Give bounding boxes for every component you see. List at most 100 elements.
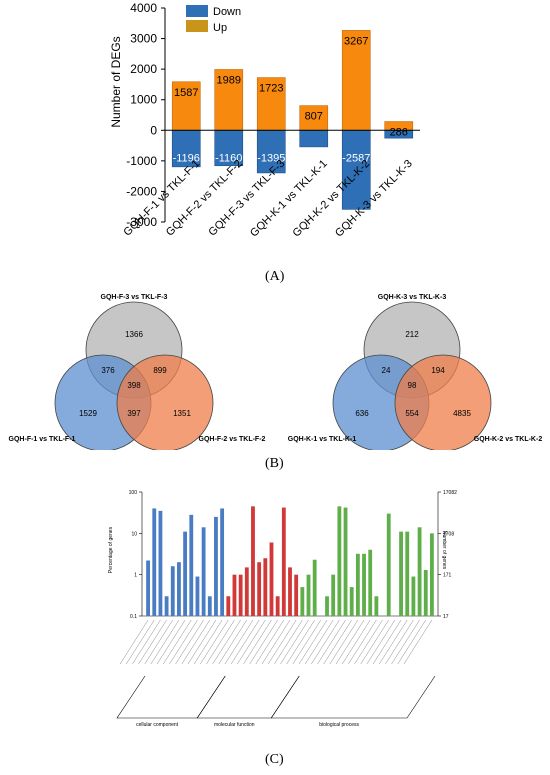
go-bar [430, 533, 434, 616]
c-y2-tick-label: 17082 [443, 490, 457, 496]
go-term-label-stub [267, 619, 297, 665]
venn-left-set-left: GQH-F-1 vs TKL-F-1 [9, 436, 76, 443]
y-tick-label: 2000 [130, 62, 157, 76]
go-term-label-stub [181, 619, 210, 665]
go-term-label-stub [366, 619, 396, 665]
go-bar [164, 596, 169, 616]
go-bar [207, 596, 212, 616]
venn-left-top-only: 1366 [125, 330, 143, 339]
go-term-label-stub [175, 619, 204, 665]
go-bar [263, 558, 268, 616]
go-bar [343, 507, 348, 616]
go-bar [331, 574, 336, 616]
go-category-bracket [116, 675, 226, 719]
go-bar [325, 596, 329, 616]
go-bar [386, 513, 391, 616]
go-category-label: biological process [319, 722, 359, 728]
y-axis-title: Number of DEGs [109, 36, 123, 127]
go-term-label-stub [342, 619, 371, 665]
c-y-tick-label: 1 [134, 573, 137, 579]
go-term-label-stub [379, 619, 408, 665]
go-term-label-stub [274, 619, 303, 665]
go-bar [306, 574, 311, 616]
bar-up [214, 69, 244, 131]
panel-label-b: (B) [265, 456, 284, 471]
go-term-label-stub [323, 619, 352, 665]
bar-up-label: 1587 [174, 87, 198, 99]
go-term-label-stub [403, 619, 433, 665]
go-term-label-stub [206, 619, 235, 665]
go-term-label-stub [218, 619, 248, 665]
go-category-bracket [196, 675, 300, 719]
go-bar [220, 508, 225, 616]
go-bar [269, 542, 274, 616]
go-term-label-stub [163, 619, 192, 665]
go-term-label-stub [237, 619, 266, 665]
deg-bar-chart: 1587 -1196 1989 -1160 1723 -1395 807 -543 3267 -2… [109, 1, 420, 239]
venn-right-set-left: GQH-K-1 vs TKL-K-1 [288, 436, 357, 443]
go-bar [362, 553, 366, 616]
venn-left-all: 398 [127, 381, 141, 390]
y-tick-label: 3000 [130, 32, 157, 46]
bar-up-label: 3267 [344, 35, 368, 47]
go-term-label-stub [156, 619, 186, 665]
go-bar [281, 507, 286, 616]
go-bar [368, 549, 373, 616]
go-bar [238, 574, 243, 616]
venn-left-right-only: 1351 [173, 409, 191, 418]
c-y-tick-label: 0.1 [130, 614, 137, 620]
bar-up [299, 105, 329, 131]
go-bar [294, 574, 299, 616]
bar-down-label: -1160 [215, 153, 242, 165]
go-term-label-stub [360, 619, 389, 665]
go-bar [374, 596, 379, 616]
bar-up-label: 1989 [217, 74, 241, 86]
bar-up [171, 81, 201, 131]
go-term-label-stub [298, 619, 328, 665]
go-bar [152, 508, 157, 616]
venn-left-set-right: GQH-F-2 vs TKL-F-2 [199, 436, 266, 443]
go-bar [189, 514, 194, 616]
bar-down-label: -543 [303, 152, 325, 164]
go-category-label: molecular function [214, 722, 255, 728]
go-term-label-stub [126, 619, 155, 665]
bar-up-label: 1723 [259, 83, 283, 95]
go-term-label-stub [261, 619, 291, 665]
bar-up [341, 30, 371, 131]
go-term-label-stub [249, 619, 278, 665]
y-tick-label: 4000 [130, 1, 157, 15]
go-term-label-stub [317, 619, 346, 665]
x-tick-label: GQH-F-2 vs TKL-F-2 [164, 158, 245, 239]
venn-right-circle-right [394, 354, 492, 450]
go-term-label-stub [150, 619, 180, 665]
go-bar [300, 587, 305, 616]
venn-right-set-top: GQH-K-3 vs TKL-K-3 [378, 294, 447, 301]
go-bar [275, 596, 280, 616]
c-y2-tick-label: 17 [443, 614, 449, 620]
go-term-label-stub [292, 619, 322, 665]
venn-right-set-right: GQH-K-2 vs TKL-K-2 [474, 436, 543, 443]
venn-right-top-right: 194 [431, 366, 445, 375]
go-term-label-stub [187, 619, 217, 665]
go-bar [411, 576, 416, 616]
legend-label-down: Down [213, 6, 241, 18]
bar-up [256, 77, 286, 131]
go-bar [349, 587, 354, 616]
go-bar [355, 553, 360, 616]
go-category-label: cellular component [136, 722, 179, 728]
go-term-label-stub [385, 619, 414, 665]
go-bar [244, 567, 249, 616]
go-bar [201, 527, 206, 616]
go-term-label-stub [255, 619, 285, 665]
go-term-label-stub [311, 619, 340, 665]
c-y2-tick-label: 171 [443, 573, 452, 579]
bar-down-label: -257 [388, 143, 410, 155]
bar-down [299, 129, 329, 148]
go-bar [399, 531, 403, 616]
venn-left-left-right: 397 [127, 409, 141, 418]
venn-right-left-right: 554 [405, 409, 419, 418]
go-bar [183, 531, 188, 616]
go-bar [288, 567, 292, 616]
go-term-label-stub [193, 619, 223, 665]
